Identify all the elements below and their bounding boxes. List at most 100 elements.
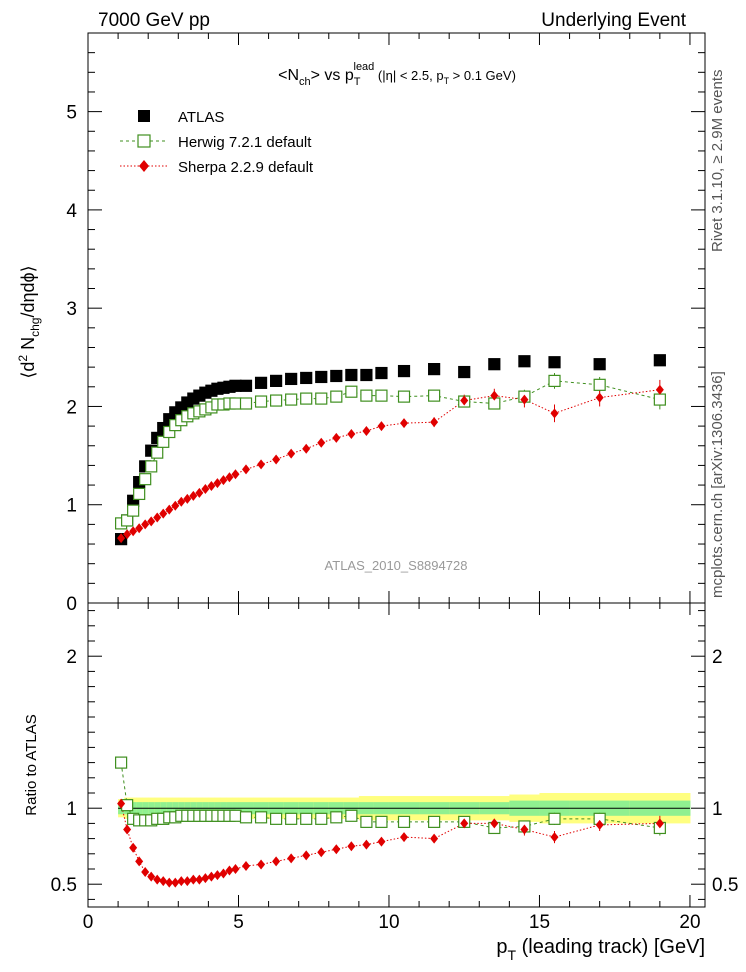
main-y-tick-label: 1 (66, 496, 77, 517)
main-y-tick-label: 3 (66, 299, 77, 320)
ratio-y-tick-label-right: 0.5 (712, 875, 738, 896)
herwig-point (285, 393, 298, 406)
sherpa-point (177, 496, 186, 507)
herwig-point (428, 389, 441, 402)
x-tick-label: 0 (83, 912, 94, 933)
herwig-ratio-point (330, 811, 343, 824)
x-tick-label: 5 (233, 912, 244, 933)
sherpa-ratio-point (490, 818, 499, 829)
sherpa-ratio-point (171, 877, 180, 888)
herwig-ratio-point (375, 815, 388, 828)
sherpa-point (165, 504, 174, 515)
main-y-tick-label: 2 (66, 397, 77, 418)
sherpa-ratio-point (550, 832, 559, 843)
sherpa-point (141, 519, 150, 530)
sherpa-ratio-point (362, 839, 371, 850)
main-y-tick-label: 5 (66, 103, 77, 124)
sherpa-ratio-point (159, 876, 168, 887)
herwig-ratio-point (428, 815, 441, 828)
sherpa-point (195, 487, 204, 498)
sherpa-point (317, 437, 326, 448)
main-y-tick-label: 4 (66, 201, 77, 222)
sherpa-ratio-point (520, 824, 529, 835)
sherpa-point (153, 512, 162, 523)
atlas-point (397, 364, 411, 378)
atlas-point (458, 365, 471, 379)
sherpa-ratio-point (183, 876, 192, 887)
sherpa-ratio-point (141, 867, 150, 878)
sherpa-ratio-point (165, 877, 174, 888)
sherpa-ratio-point (219, 868, 228, 879)
sherpa-point (377, 421, 386, 432)
sherpa-ratio-point (317, 847, 326, 858)
sherpa-point (490, 390, 499, 401)
herwig-point (375, 389, 388, 402)
sherpa-ratio-point (123, 824, 132, 835)
atlas-point (548, 356, 561, 369)
herwig-point (593, 378, 606, 391)
data-marks (115, 354, 666, 888)
ratio-y-tick-label: 1 (66, 799, 77, 820)
sherpa-ratio-point (135, 856, 144, 867)
header-right: Underlying Event (541, 10, 686, 31)
sherpa-point (231, 469, 240, 480)
ratio-y-tick-label-right: 2 (712, 647, 723, 668)
herwig-ratio-point (360, 815, 373, 828)
sherpa-ratio-point (189, 874, 198, 885)
x-tick-label: 10 (378, 912, 399, 933)
sherpa-point (595, 392, 604, 403)
herwig-point (270, 394, 283, 407)
sherpa-ratio-point (287, 853, 296, 864)
sherpa-ratio-point (225, 865, 234, 876)
sherpa-point (219, 475, 228, 486)
sherpa-point (332, 432, 341, 443)
herwig-line (120, 380, 660, 524)
atlas-point (518, 355, 531, 368)
sherpa-point (362, 426, 371, 437)
sherpa-ratio-point (332, 844, 341, 855)
sherpa-point (189, 490, 198, 501)
herwig-point (239, 397, 253, 410)
sherpa-point (655, 384, 664, 395)
ratio-y-axis-label: Ratio to ATLAS (23, 714, 40, 815)
legend-sherpa-label: Sherpa 2.2.9 default (178, 159, 314, 176)
sherpa-point (302, 443, 311, 454)
ratio-y-tick-label: 2 (66, 647, 77, 668)
sherpa-point (520, 394, 529, 405)
sherpa-point (213, 478, 222, 489)
sherpa-point (123, 529, 132, 540)
sherpa-ratio-point (213, 870, 222, 881)
sherpa-point (159, 508, 168, 519)
analysis-id-watermark: ATLAS_2010_S8894728 (325, 558, 468, 573)
legend-herwig-label: Herwig 7.2.1 default (178, 134, 312, 151)
sherpa-ratio-point (201, 873, 210, 884)
sherpa-ratio-point (400, 832, 409, 843)
herwig-ratio-point (345, 809, 358, 822)
atlas-point (345, 368, 358, 382)
herwig-point (133, 487, 146, 501)
herwig-point (653, 393, 666, 406)
legend-sherpa-marker (139, 160, 149, 172)
herwig-ratio-point (285, 812, 298, 825)
atlas-point (330, 369, 343, 383)
atlas-point (254, 376, 268, 389)
herwig-ratio-point (397, 815, 411, 828)
axes: 0 5 10 15 20 0 1 2 3 4 5 0.5 0.5 1 1 2 2 (51, 32, 738, 933)
sherpa-point (272, 454, 281, 465)
herwig-ratio-point (315, 812, 328, 825)
atlas-point (593, 358, 606, 371)
sherpa-point (201, 484, 210, 494)
sherpa-ratio-point (153, 874, 162, 885)
atlas-point (300, 371, 313, 385)
herwig-point (127, 504, 140, 517)
sherpa-ratio-point (117, 798, 126, 809)
atlas-point (270, 374, 283, 387)
sherpa-point (242, 464, 251, 475)
atlas-point (375, 366, 388, 380)
sherpa-point (129, 526, 138, 537)
herwig-point (229, 397, 242, 410)
atlas-point (360, 368, 373, 382)
herwig-ratio-point (548, 812, 561, 825)
sherpa-point (400, 418, 409, 429)
herwig-ratio-point (229, 809, 242, 822)
